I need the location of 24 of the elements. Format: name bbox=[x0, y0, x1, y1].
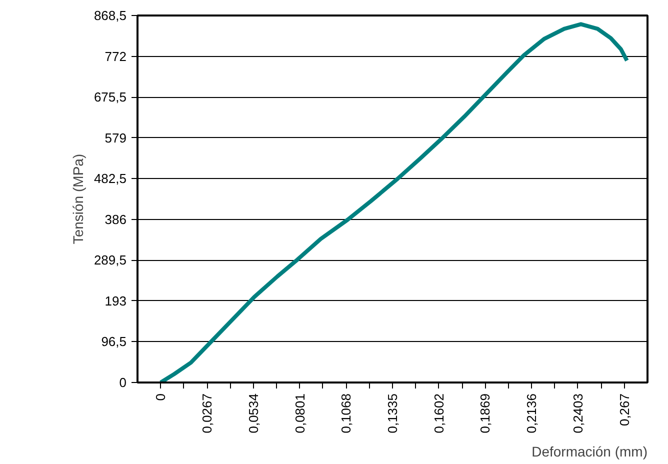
y-axis-title: Tensión (MPa) bbox=[70, 154, 86, 244]
x-tick-label: 0,0801 bbox=[292, 393, 308, 434]
x-tick-label: 0,267 bbox=[616, 393, 632, 426]
x-tick-label: 0,1869 bbox=[478, 393, 493, 434]
y-tick-label: 772 bbox=[104, 48, 127, 64]
y-tick-label: 386 bbox=[104, 212, 127, 227]
x-tick-label: 0,2403 bbox=[570, 393, 586, 434]
x-tick-label: 0,2136 bbox=[524, 393, 540, 434]
y-tick-label: 193 bbox=[104, 293, 127, 308]
y-tick-label: 675,5 bbox=[94, 90, 127, 105]
y-tick-label: 0 bbox=[119, 375, 127, 390]
y-tick-label: 289,5 bbox=[94, 252, 127, 268]
y-tick-label: 482,5 bbox=[94, 171, 127, 186]
y-tick-label: 96,5 bbox=[101, 334, 127, 350]
x-tick-label: 0,1068 bbox=[338, 393, 354, 434]
y-tick-label: 868,5 bbox=[94, 8, 127, 23]
x-tick-label: 0,0267 bbox=[200, 393, 215, 434]
x-tick-label: 0,0534 bbox=[246, 393, 261, 434]
x-axis-title: Deformación (mm) bbox=[532, 444, 648, 460]
x-tick-label: 0,1602 bbox=[431, 393, 446, 434]
x-tick-label: 0,1335 bbox=[385, 393, 400, 434]
x-tick-label: 0 bbox=[153, 393, 168, 401]
line-series bbox=[158, 22, 629, 382]
y-tick-label: 579 bbox=[104, 130, 127, 146]
